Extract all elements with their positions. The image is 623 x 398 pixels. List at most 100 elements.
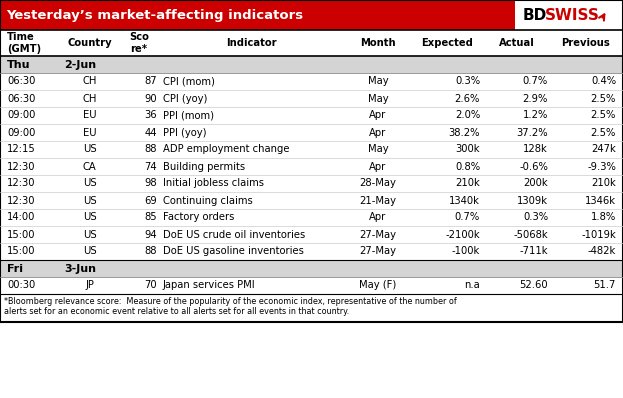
Text: Fri: Fri [7, 263, 23, 273]
Text: -5068k: -5068k [513, 230, 548, 240]
Bar [0, 107, 623, 124]
Text: -711k: -711k [520, 246, 548, 256]
Text: -2100k: -2100k [445, 230, 480, 240]
Text: 09:00: 09:00 [7, 111, 36, 121]
Text: Country: Country [67, 38, 112, 48]
Text: 37.2%: 37.2% [516, 127, 548, 137]
Text: 69: 69 [144, 195, 156, 205]
Text: 36: 36 [144, 111, 156, 121]
Text: ADP employment change: ADP employment change [163, 144, 289, 154]
Text: 210k: 210k [591, 178, 616, 189]
Bar [0, 141, 623, 158]
Text: JP: JP [85, 281, 94, 291]
Text: 1340k: 1340k [449, 195, 480, 205]
Bar [0, 243, 623, 260]
Text: 3-Jun: 3-Jun [64, 263, 96, 273]
Text: 12:30: 12:30 [7, 195, 36, 205]
Text: 27-May: 27-May [359, 230, 396, 240]
Text: -1019k: -1019k [581, 230, 616, 240]
Bar [0, 0, 623, 30]
Text: May: May [368, 76, 388, 86]
Text: -9.3%: -9.3% [587, 162, 616, 172]
Text: 300k: 300k [455, 144, 480, 154]
Text: 52.60: 52.60 [520, 281, 548, 291]
Text: 12:30: 12:30 [7, 162, 36, 172]
Text: Thu: Thu [7, 59, 31, 70]
Text: US: US [83, 178, 97, 189]
Text: 1346k: 1346k [585, 195, 616, 205]
Bar [0, 0, 623, 322]
Text: Previous: Previous [561, 38, 609, 48]
Text: SWISS: SWISS [545, 8, 600, 23]
Text: 70: 70 [144, 281, 156, 291]
Bar [0, 73, 623, 90]
Bar [0, 260, 623, 277]
Text: 2.5%: 2.5% [591, 111, 616, 121]
Text: 0.7%: 0.7% [523, 76, 548, 86]
Text: 27-May: 27-May [359, 246, 396, 256]
Text: 06:30: 06:30 [7, 94, 36, 103]
Text: 14:00: 14:00 [7, 213, 36, 222]
Bar [0, 90, 623, 107]
Text: 2.5%: 2.5% [591, 94, 616, 103]
Text: Building permits: Building permits [163, 162, 245, 172]
Bar [0, 56, 623, 73]
Text: 0.4%: 0.4% [591, 76, 616, 86]
Text: DoE US crude oil inventories: DoE US crude oil inventories [163, 230, 305, 240]
Text: 1309k: 1309k [517, 195, 548, 205]
Text: 210k: 210k [455, 178, 480, 189]
Text: -0.6%: -0.6% [519, 162, 548, 172]
Text: 15:00: 15:00 [7, 246, 36, 256]
Text: 200k: 200k [523, 178, 548, 189]
Text: US: US [83, 144, 97, 154]
Text: May: May [368, 144, 388, 154]
Text: 2-Jun: 2-Jun [64, 59, 96, 70]
Text: 2.6%: 2.6% [455, 94, 480, 103]
Text: Factory orders: Factory orders [163, 213, 234, 222]
Bar [515, 0, 623, 30]
Text: Indicator: Indicator [226, 38, 277, 48]
Text: -100k: -100k [452, 246, 480, 256]
Text: n.a: n.a [464, 281, 480, 291]
Text: CPI (mom): CPI (mom) [163, 76, 214, 86]
Text: 15:00: 15:00 [7, 230, 36, 240]
Text: 94: 94 [144, 230, 156, 240]
Text: 06:30: 06:30 [7, 76, 36, 86]
Bar [0, 192, 623, 209]
Text: 247k: 247k [591, 144, 616, 154]
Text: 74: 74 [144, 162, 156, 172]
Bar [0, 209, 623, 226]
Text: 1.2%: 1.2% [523, 111, 548, 121]
Text: 00:30: 00:30 [7, 281, 36, 291]
Text: 12:30: 12:30 [7, 178, 36, 189]
Text: May (F): May (F) [359, 281, 396, 291]
Text: CPI (yoy): CPI (yoy) [163, 94, 207, 103]
Text: 0.3%: 0.3% [455, 76, 480, 86]
Text: 85: 85 [144, 213, 156, 222]
Text: 0.7%: 0.7% [455, 213, 480, 222]
Text: Expected: Expected [422, 38, 473, 48]
Text: BD: BD [523, 8, 547, 23]
Text: 09:00: 09:00 [7, 127, 36, 137]
Bar [0, 277, 623, 294]
Text: Continuing claims: Continuing claims [163, 195, 252, 205]
Text: US: US [83, 213, 97, 222]
Text: 51.7: 51.7 [594, 281, 616, 291]
Text: Time
(GMT): Time (GMT) [7, 32, 41, 54]
Text: Apr: Apr [369, 162, 386, 172]
Bar [0, 226, 623, 243]
Text: CH: CH [82, 76, 97, 86]
Text: 128k: 128k [523, 144, 548, 154]
Text: Japan services PMI: Japan services PMI [163, 281, 255, 291]
Text: PPI (yoy): PPI (yoy) [163, 127, 206, 137]
Text: Apr: Apr [369, 213, 386, 222]
Text: Actual: Actual [499, 38, 535, 48]
Text: 98: 98 [144, 178, 156, 189]
Text: Sco
re*: Sco re* [129, 32, 149, 54]
Text: 44: 44 [144, 127, 156, 137]
Text: 87: 87 [144, 76, 156, 86]
Text: 38.2%: 38.2% [449, 127, 480, 137]
Text: PPI (mom): PPI (mom) [163, 111, 214, 121]
Text: 28-May: 28-May [359, 178, 396, 189]
Text: Month: Month [360, 38, 396, 48]
